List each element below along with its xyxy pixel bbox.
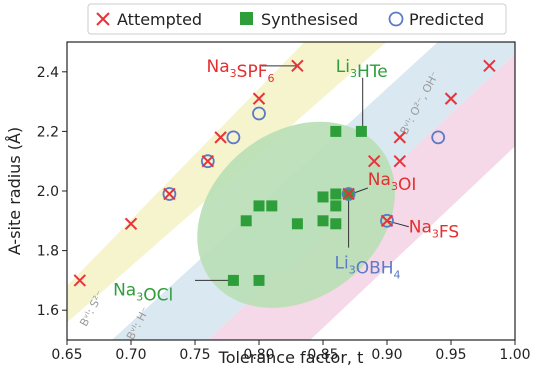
legend-marker-attempted xyxy=(96,12,110,26)
y-tick-label: 2.2 xyxy=(37,124,59,140)
label-na3fs: Na3FS xyxy=(409,218,459,243)
plot-content: Bᵛᴵ: S²⁻ Bᵛᴵ: H⁻Bᵛᴵ: O²⁻, OH⁻ xyxy=(67,42,515,340)
stability-ellipse xyxy=(197,121,395,308)
x-tick-label: 0.95 xyxy=(435,347,466,363)
y-tick-label: 1.6 xyxy=(37,303,59,319)
synthesised-point xyxy=(253,200,265,212)
x-tick-label: 0.85 xyxy=(307,347,338,363)
legend-label-predicted: Predicted xyxy=(409,10,484,29)
x-tick-label: 0.75 xyxy=(179,347,210,363)
attempted-point xyxy=(252,92,266,105)
y-axis-title: A-site radius (Å) xyxy=(5,127,24,255)
label-na3oi: Na3OI xyxy=(368,170,417,195)
predicted-point xyxy=(200,154,215,169)
attempted-point xyxy=(393,131,407,144)
label-na3fs-leader xyxy=(386,220,409,228)
attempted-point xyxy=(201,154,215,168)
predicted-point xyxy=(226,130,241,145)
stability-region xyxy=(197,121,395,308)
synthesised-point xyxy=(355,125,367,137)
predicted-point xyxy=(431,130,446,145)
y-axis: 1.6 1.8 2.0 2.2 2.4 xyxy=(37,65,67,319)
x-axis: 0.65 0.70 0.75 0.80 0.85 0.90 0.95 1.00 xyxy=(51,340,531,363)
y-tick-label: 2.0 xyxy=(37,184,59,200)
label-na3spf6: Na3SPF6 xyxy=(207,57,275,85)
attempted-point xyxy=(380,214,394,228)
x-tick-label: 0.65 xyxy=(51,347,82,363)
predicted-point xyxy=(341,187,356,201)
annotations: Na3SPF6 Li3HTe Na3OI Na3FS Li3OBH4 Na3OCl xyxy=(113,57,459,305)
legend-label-synthesised: Synthesised xyxy=(261,10,358,29)
predicted-point xyxy=(162,187,177,201)
legend-marker-predicted xyxy=(388,11,404,27)
attempted-point xyxy=(291,59,304,73)
attempted-point xyxy=(214,131,227,144)
x-axis-title: Tolerance factor, t xyxy=(218,348,364,367)
y-tick-label: 1.8 xyxy=(37,244,59,260)
synthesised-point xyxy=(330,218,342,230)
synthesised-point xyxy=(253,274,265,286)
synthesised-point xyxy=(317,191,329,203)
legend-label-attempted: Attempted xyxy=(117,10,202,29)
label-na3ocl: Na3OCl xyxy=(113,280,173,305)
legend-box xyxy=(87,3,507,35)
attempted-point xyxy=(342,187,355,201)
predicted-point xyxy=(252,106,266,121)
data-points xyxy=(73,59,496,287)
synthesised-point xyxy=(291,218,303,230)
attempted-point xyxy=(444,92,458,105)
attempted-point xyxy=(163,187,176,201)
attempted-point xyxy=(367,154,381,168)
legend-marker-synthesised xyxy=(240,12,253,25)
synthesised-point xyxy=(240,215,252,227)
attempted-point xyxy=(483,59,496,73)
attempted-point xyxy=(124,217,138,230)
x-tick-label: 1.00 xyxy=(499,347,530,363)
attempted-point xyxy=(393,154,407,168)
label-li3obh4: Li3OBH4 xyxy=(335,253,401,281)
synthesised-point xyxy=(227,274,239,286)
x-tick-label: 0.80 xyxy=(243,347,274,363)
synthesised-point xyxy=(330,200,342,212)
y-tick-label: 2.4 xyxy=(37,65,59,81)
synthesised-point xyxy=(266,200,278,212)
synthesised-point xyxy=(330,188,342,200)
x-tick-label: 0.90 xyxy=(371,347,402,363)
attempted-point xyxy=(73,274,87,287)
legend: Attempted Synthesised Predicted xyxy=(87,3,507,35)
label-li3hte: Li3HTe xyxy=(336,57,388,82)
x-tick-label: 0.70 xyxy=(115,347,146,363)
synthesised-point xyxy=(330,125,342,137)
synthesised-point xyxy=(317,215,329,227)
predicted-point xyxy=(380,213,394,228)
